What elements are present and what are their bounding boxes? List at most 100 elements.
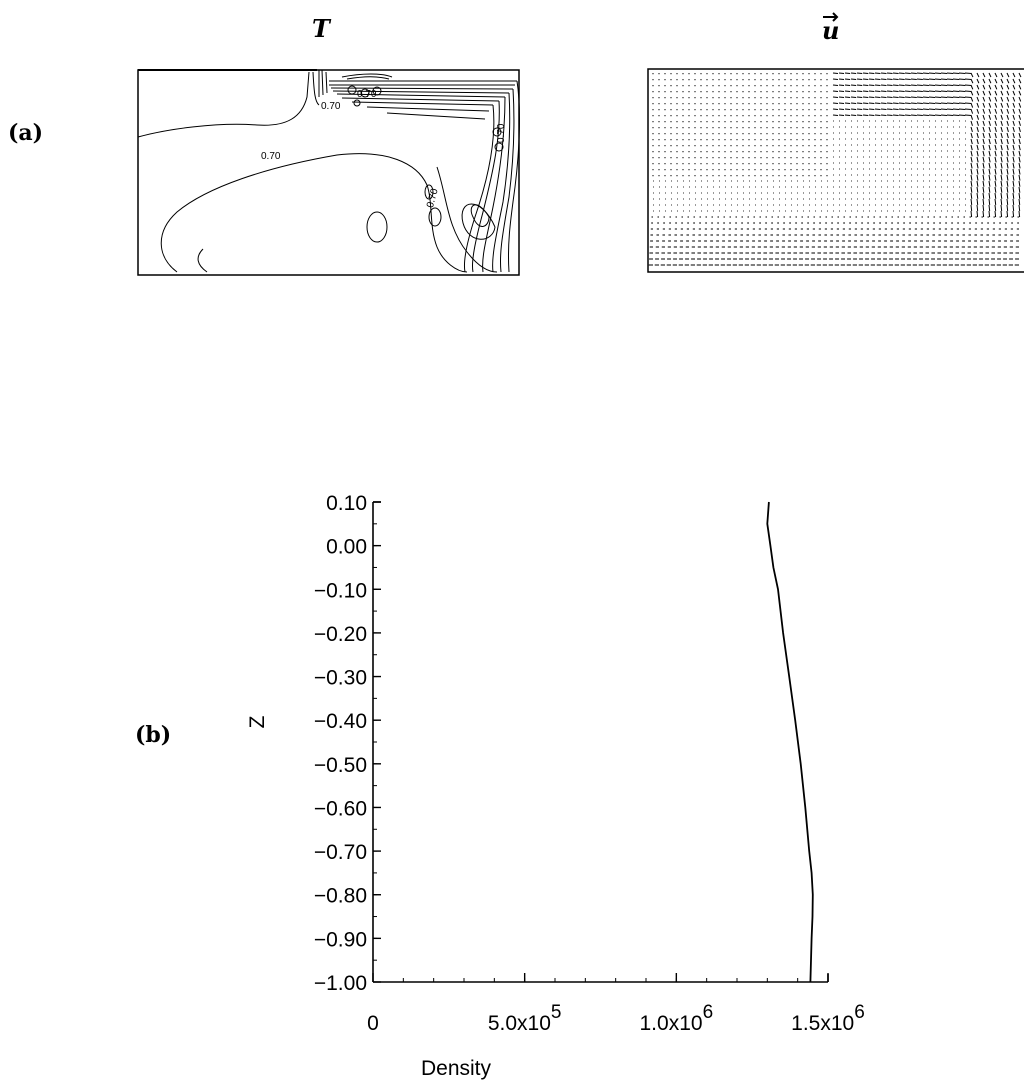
- velocity-vector: [946, 78, 954, 80]
- velocity-vector: [982, 96, 986, 102]
- velocity-vector: [952, 72, 960, 74]
- velocity-vector: [988, 90, 992, 96]
- velocity-vector: [886, 90, 893, 92]
- velocity-vector: [1000, 168, 1003, 175]
- velocity-vector: [1000, 114, 1004, 120]
- velocity-vector: [880, 114, 887, 116]
- velocity-vector: [844, 108, 851, 110]
- velocity-vector: [880, 108, 887, 110]
- velocity-vector: [862, 78, 869, 80]
- velocity-vector: [868, 78, 875, 80]
- velocity-vector: [832, 96, 839, 98]
- velocity-vector: [1018, 120, 1021, 126]
- panel-label-a: (a): [8, 120, 44, 146]
- velocity-vector-plot: [647, 68, 1024, 273]
- velocity-vector: [934, 78, 942, 80]
- velocity-vector: [910, 78, 917, 80]
- velocity-vector: [916, 72, 923, 74]
- velocity-vector: [1012, 156, 1015, 163]
- velocity-vector: [856, 96, 863, 98]
- velocity-vector: [850, 102, 857, 104]
- velocity-vector: [1012, 114, 1016, 120]
- velocity-vector: [1012, 204, 1015, 212]
- velocity-vector: [940, 108, 948, 110]
- velocity-vector: [964, 108, 972, 110]
- velocity-vector: [994, 174, 997, 181]
- velocity-vector: [1000, 90, 1004, 96]
- y-tick-label: −0.40: [314, 710, 367, 733]
- velocity-vector: [994, 150, 997, 157]
- velocity-vector: [988, 186, 991, 193]
- velocity-vector: [1012, 132, 1015, 139]
- velocity-vector: [910, 96, 917, 98]
- velocity-vector: [964, 96, 972, 98]
- velocity-vector: [982, 108, 986, 114]
- velocity-vector: [838, 90, 845, 92]
- velocity-vector: [886, 78, 893, 80]
- velocity-vector: [976, 210, 979, 218]
- velocity-vector: [982, 78, 986, 84]
- velocity-vector: [832, 90, 839, 92]
- velocity-vector: [1000, 180, 1003, 187]
- velocity-vector: [988, 168, 991, 175]
- velocity-vector: [1000, 120, 1003, 126]
- velocity-vector: [1006, 84, 1010, 90]
- velocity-vector: [856, 102, 863, 104]
- velocity-vector: [994, 156, 997, 163]
- panel-label-b: (b): [135, 722, 172, 748]
- velocity-vector: [1006, 168, 1009, 175]
- velocity-vector: [988, 114, 992, 120]
- velocity-vector: [1018, 102, 1022, 108]
- velocity-vector: [922, 84, 929, 86]
- velocity-vector: [982, 120, 985, 126]
- velocity-vector: [856, 84, 863, 86]
- velocity-vector: [1000, 126, 1003, 133]
- velocity-vector: [988, 144, 991, 151]
- velocity-vector: [970, 192, 973, 199]
- velocity-vector: [850, 72, 857, 74]
- velocity-vector: [976, 162, 979, 169]
- velocity-vector: [970, 132, 973, 139]
- velocity-vector: [982, 180, 985, 187]
- velocity-vector: [1000, 150, 1003, 157]
- velocity-vector: [940, 96, 948, 98]
- velocity-vector: [994, 144, 997, 151]
- velocity-vector: [880, 84, 887, 86]
- velocity-vector: [880, 96, 887, 98]
- velocity-vector: [988, 180, 991, 187]
- velocity-vector: [1018, 84, 1022, 90]
- velocity-vector: [946, 72, 954, 74]
- velocity-vector: [970, 198, 973, 205]
- velocity-vector: [1018, 204, 1021, 212]
- velocity-vector: [982, 204, 985, 212]
- velocity-vector: [982, 90, 986, 96]
- velocity-vector: [892, 108, 899, 110]
- velocity-vector: [934, 72, 942, 74]
- velocity-vector: [1006, 180, 1009, 187]
- y-tick-label: −0.70: [314, 841, 367, 864]
- velocity-vector: [982, 72, 986, 78]
- velocity-vector: [916, 108, 923, 110]
- velocity-vector: [1012, 210, 1015, 218]
- velocity-vector: [886, 96, 893, 98]
- velocity-vector: [946, 96, 954, 98]
- velocity-vector: [970, 108, 974, 114]
- velocity-vector: [1018, 114, 1022, 120]
- velocity-vector: [1012, 84, 1016, 90]
- velocity-vector: [904, 96, 911, 98]
- velocity-vector: [886, 114, 893, 116]
- velocity-vector: [892, 78, 899, 80]
- velocity-vector: [982, 114, 986, 120]
- velocity-vector: [946, 90, 954, 92]
- velocity-vector: [976, 78, 980, 84]
- velocity-vector: [976, 168, 979, 175]
- velocity-vector: [988, 138, 991, 145]
- velocity-vector: [1006, 102, 1010, 108]
- velocity-vector: [958, 78, 966, 80]
- velocity-vector: [1006, 114, 1010, 120]
- velocity-vector: [868, 108, 875, 110]
- velocity-vector: [1012, 162, 1015, 169]
- velocity-vector: [970, 102, 974, 108]
- velocity-vector: [976, 126, 979, 133]
- velocity-vector: [1000, 204, 1003, 212]
